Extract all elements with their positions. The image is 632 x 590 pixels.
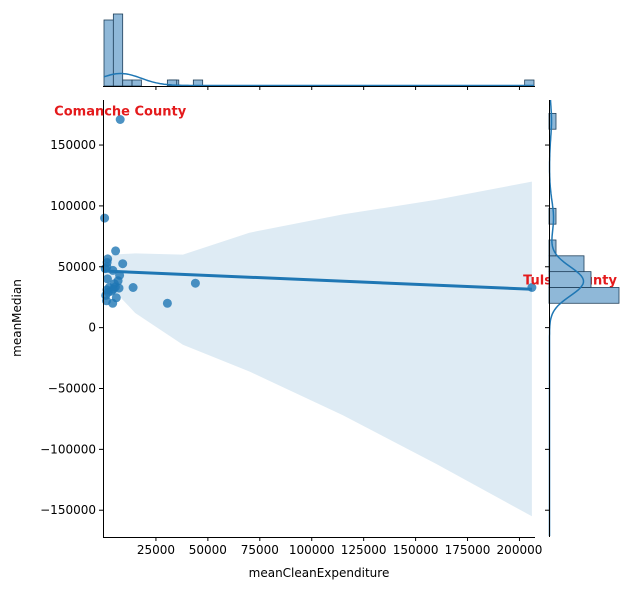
y-tick-label: −150000 [40,503,96,517]
scatter-point [108,265,118,275]
right-hist-bar [548,271,592,288]
x-tick-label: 75000 [241,543,279,557]
top-marginal-ticks [155,86,520,90]
right-marginal-ticks [545,144,549,511]
x-tick-label: 200000 [497,543,543,557]
y-tick-label: 150000 [50,138,96,152]
y-tick-label: 100000 [50,199,96,213]
x-axis-label: meanCleanExpenditure [249,566,390,580]
y-axis-ticks: −150000 −100000 −50000 0 50000 100000 150000 [40,138,103,517]
top-hist-bar [131,79,142,87]
y-axis-label: meanMedian [10,279,24,357]
x-tick-label: 100000 [289,543,335,557]
scatter-point [118,259,128,269]
right-marginal-histogram [548,99,620,536]
x-tick-label: 175000 [445,543,491,557]
confidence-band-area [104,181,532,517]
scatter-point [190,278,200,288]
top-marginal-histogram [103,13,535,87]
scatter-point [100,213,110,223]
regression-line [103,269,532,291]
x-tick-label: 50000 [189,543,227,557]
top-hist-bar [122,79,133,87]
y-tick-label: 50000 [58,260,96,274]
right-hist-bar [548,112,557,130]
y-tick-label: 0 [88,321,96,335]
right-hist-bar [548,287,620,304]
top-hist-bar [112,13,124,87]
top-kde-curve [103,72,534,87]
scatter-point [527,283,537,292]
y-tick-label: −100000 [40,442,96,456]
scatter-point [115,115,125,124]
x-axis-ticks: 25000 50000 75000 100000 125000 150000 175000 2… [137,537,543,557]
scatter-points [100,115,537,308]
scatter-point [128,283,138,292]
x-tick-label: 150000 [393,543,439,557]
y-tick-label: −50000 [48,381,96,395]
x-tick-label: 25000 [137,543,175,557]
scatter-point [108,298,118,308]
scatter-point [103,274,112,284]
regression-line-group [103,269,532,291]
confidence-band [104,181,532,517]
annotation-comanche-county: Comanche County [54,104,187,119]
scatter-point [100,264,110,274]
x-tick-label: 125000 [341,543,387,557]
scatter-point [162,298,172,308]
scatter-point [111,246,121,256]
